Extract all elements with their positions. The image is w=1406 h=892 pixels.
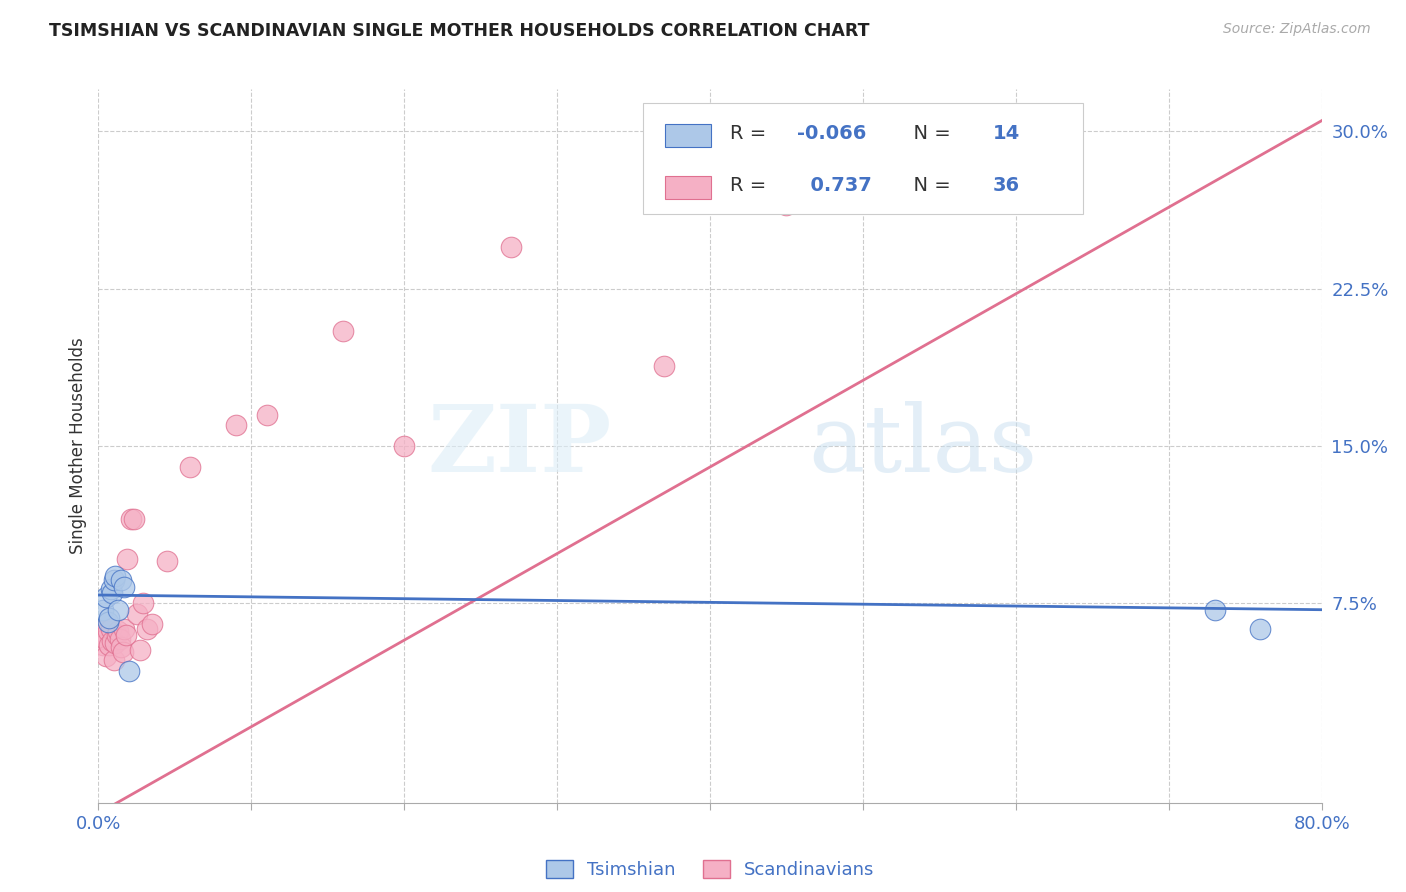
Text: ZIP: ZIP [427,401,612,491]
Text: TSIMSHIAN VS SCANDINAVIAN SINGLE MOTHER HOUSEHOLDS CORRELATION CHART: TSIMSHIAN VS SCANDINAVIAN SINGLE MOTHER … [49,22,870,40]
Text: R =: R = [730,176,772,195]
Point [91,639,114,653]
Point [115,628,138,642]
Point [122,512,145,526]
Point [97,615,120,630]
Point [89,628,111,642]
Point [112,580,135,594]
Point [118,664,141,678]
Point [100,582,122,596]
Y-axis label: Single Mother Households: Single Mother Households [69,338,87,554]
Point [156,554,179,568]
Point [91,603,114,617]
Point [94,648,117,663]
FancyBboxPatch shape [665,124,711,147]
Legend: Tsimshian, Scandinavians: Tsimshian, Scandinavians [538,853,882,887]
Point [90,624,112,638]
Text: -0.066: -0.066 [797,124,866,143]
Point [883,155,905,169]
Point [125,607,148,621]
Text: R =: R = [730,124,772,143]
Point [117,552,139,566]
Point [97,624,120,638]
Point [225,417,247,432]
Point [775,197,797,211]
Point [1249,622,1271,636]
Point [392,439,416,453]
Text: 0.737: 0.737 [797,176,872,195]
Text: 36: 36 [993,176,1019,195]
Point [103,653,125,667]
Point [101,586,124,600]
Text: N =: N = [901,176,957,195]
Text: N =: N = [901,124,957,143]
Point [112,622,135,636]
Point [110,574,132,588]
Point [104,636,127,650]
Point [120,512,142,526]
Text: 14: 14 [993,124,1019,143]
Point [105,628,128,642]
Point [136,622,159,636]
Point [179,460,201,475]
Point [98,611,121,625]
Point [100,622,122,636]
FancyBboxPatch shape [665,176,711,199]
Point [332,324,354,338]
Point [98,639,121,653]
Point [132,596,155,610]
Point [108,632,131,646]
Point [141,617,163,632]
Point [1204,603,1226,617]
Point [107,603,129,617]
Point [128,642,150,657]
Text: Source: ZipAtlas.com: Source: ZipAtlas.com [1223,22,1371,37]
Point [103,574,125,588]
Point [652,359,675,374]
Point [93,632,115,646]
Point [94,590,117,604]
Point [101,634,124,648]
FancyBboxPatch shape [643,103,1083,214]
Point [256,408,278,422]
Point [111,645,134,659]
Point [107,624,129,638]
Point [501,239,523,253]
Point [110,640,132,655]
Point [104,569,127,583]
Text: atlas: atlas [808,401,1038,491]
